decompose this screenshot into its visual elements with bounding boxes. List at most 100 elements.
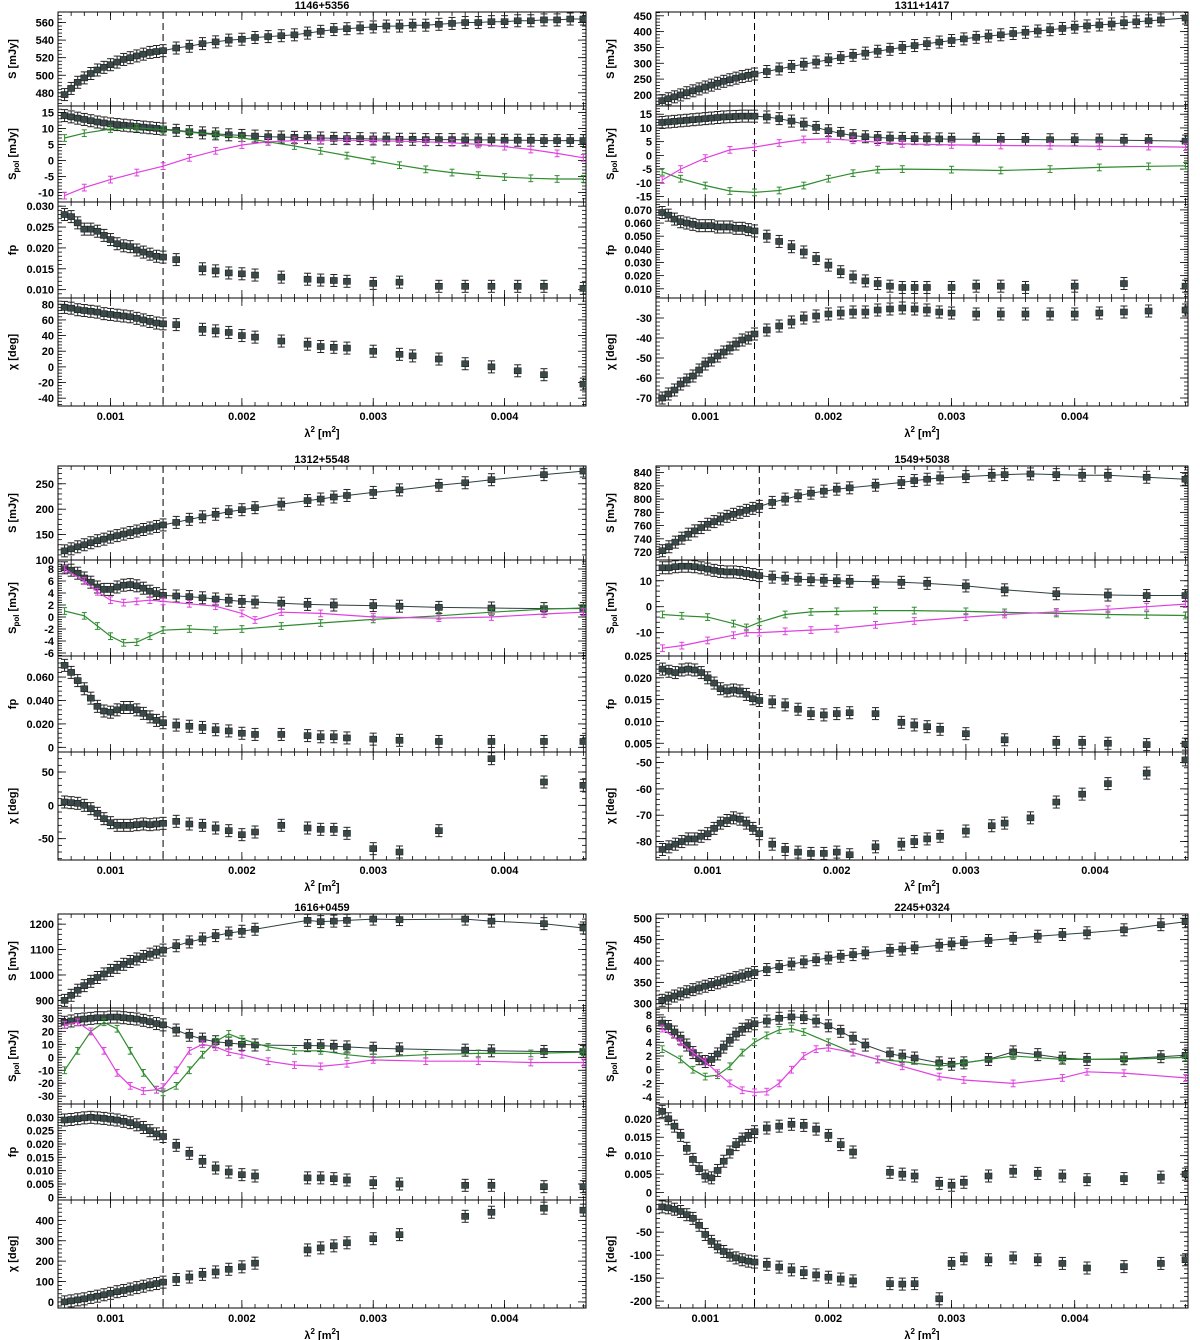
y-tick-label: 0 (48, 800, 54, 812)
data-point-S (316, 28, 325, 35)
data-point-P (251, 598, 259, 606)
data-layer (60, 752, 586, 859)
data-point-chi (369, 845, 378, 852)
data-point-chi (251, 828, 259, 836)
data-layer (60, 12, 586, 102)
y-tick-label: -10 (38, 187, 54, 199)
data-point-S (527, 17, 535, 25)
data-point-chi (152, 820, 161, 828)
y-tick-label: -40 (38, 393, 54, 405)
data-point-S (749, 505, 757, 512)
data-point-S (100, 64, 108, 71)
y-tick-label: 80 (42, 299, 54, 311)
data-point-S (1120, 19, 1128, 27)
data-point-S (435, 20, 443, 28)
y-tick-label: -5 (44, 171, 54, 183)
data-point-P (152, 590, 161, 597)
data-point-fp (139, 710, 148, 717)
data-point-fp (579, 285, 586, 292)
data-point-P (794, 575, 802, 583)
data-point-fp (316, 733, 325, 741)
data-point-fp (251, 731, 259, 738)
data-point-fp (67, 213, 75, 220)
data-point-S (343, 25, 351, 32)
data-point-S (1033, 27, 1042, 35)
y-tick-label: 760 (634, 521, 652, 533)
data-point-fp (113, 240, 121, 248)
data-point-fp (106, 236, 115, 243)
data-point-S (807, 489, 815, 497)
data-point-chi (579, 380, 586, 388)
y-tick-label: 520 (36, 53, 54, 65)
data-point-chi (369, 347, 378, 355)
data-point-S (106, 533, 115, 541)
data-point-S (871, 481, 880, 489)
y-tick-label: 60 (42, 315, 54, 327)
y-tick-label: 0.020 (26, 243, 54, 255)
data-point-P (73, 569, 82, 577)
chart-title: 1146+5356 (295, 0, 350, 12)
y-axis-label: fp (7, 699, 19, 710)
y-tick-label: 0.020 (624, 271, 652, 283)
data-point-S (343, 492, 351, 499)
y-tick-label: 0.010 (624, 284, 652, 296)
data-point-S (742, 507, 751, 514)
data-point-P (799, 120, 808, 128)
data-point-S (936, 474, 944, 482)
data-point-P (382, 135, 391, 143)
data-point-fp (198, 265, 207, 273)
data-point-chi (87, 805, 95, 812)
x-axis-label-sup: 2 (911, 425, 916, 434)
data-point-chi (185, 820, 194, 828)
chart-title: 1312+5548 (294, 454, 349, 466)
data-layer (60, 658, 586, 748)
data-point-S (139, 526, 148, 533)
data-layer (658, 301, 1188, 405)
data-point-S (1026, 470, 1035, 478)
y-tick-label: 840 (634, 468, 652, 480)
data-point-S (987, 471, 996, 479)
data-point-chi (316, 343, 325, 350)
data-point-S (768, 499, 777, 506)
data-point-P (80, 116, 89, 123)
data-point-P (871, 578, 880, 586)
chart-1146+5356: 1146+5356 480 500 520 540 560 S [mJy] -10 -5 0 5 10… (7, 0, 587, 440)
data-point-chi (87, 308, 95, 315)
y-tick-label: 0.060 (624, 218, 652, 230)
data-point-fp (126, 243, 135, 250)
data-point-fp (579, 738, 586, 745)
data-point-S (100, 535, 108, 543)
panel-Spol: -10 -5 0 5 10 15 Spol [mJy] (7, 105, 587, 203)
data-point-S (947, 37, 956, 44)
data-point-S (133, 52, 141, 60)
data-point-S (1157, 16, 1165, 24)
data-point-chi (113, 822, 121, 829)
data-point-chi (824, 310, 833, 318)
data-point-chi (224, 329, 233, 336)
data-point-S (1083, 22, 1091, 30)
data-point-P (923, 135, 931, 143)
data-point-P (962, 582, 970, 590)
data-point-P (665, 564, 673, 572)
data-point-S (408, 21, 417, 29)
data-point-chi (316, 826, 325, 833)
y-tick-label: -5 (642, 164, 652, 176)
panel-chi: -50 0 50 χ [deg] 0.001 0.002 0.003 0.004 λ2 [m2] (7, 751, 587, 894)
data-point-fp (152, 717, 161, 724)
data-point-S (1095, 21, 1104, 29)
data-point-S (251, 34, 259, 41)
data-point-fp (93, 227, 102, 235)
y-axis-label-unit: [mJy] (605, 582, 617, 615)
data-point-S (500, 18, 509, 25)
x-tick-label: 0.003 (359, 411, 387, 423)
data-point-S (172, 44, 181, 52)
y-tick-label: -20 (38, 378, 54, 390)
data-point-chi (395, 848, 404, 856)
data-point-chi (159, 320, 167, 328)
y-tick-label: -2 (44, 624, 54, 636)
data-layer (60, 109, 586, 200)
data-point-fp (224, 727, 233, 735)
data-point-P (133, 582, 141, 590)
